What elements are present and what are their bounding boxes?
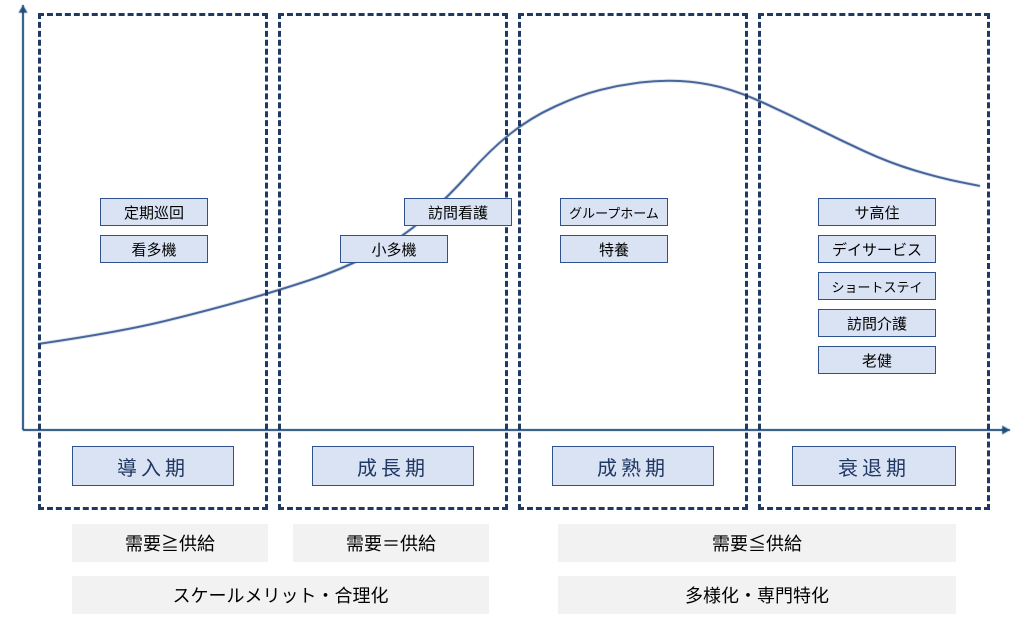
tag-kantaki: 看多機 <box>100 235 208 263</box>
demand-intro: 需要≧供給 <box>72 524 268 562</box>
demand-growth: 需要＝供給 <box>293 524 489 562</box>
phase-label-decline: 衰退期 <box>792 446 956 486</box>
tag-shoutaki: 小多機 <box>340 235 448 263</box>
strategy-diverse: 多様化・専門特化 <box>558 576 956 614</box>
tag-houmon-kaigo: 訪問介護 <box>818 309 936 337</box>
phase-label-mature: 成熟期 <box>552 446 714 486</box>
tag-teiki-junkai: 定期巡回 <box>100 198 208 226</box>
phase-label-intro: 導入期 <box>72 446 234 486</box>
tag-tokuyou: 特養 <box>560 235 668 263</box>
tag-group-home: グループホーム <box>560 198 668 226</box>
tag-rouken: 老健 <box>818 346 936 374</box>
tag-short-stay: ショートステイ <box>818 272 936 300</box>
strategy-scale: スケールメリット・合理化 <box>72 576 489 614</box>
tag-houmon-kango: 訪問看護 <box>404 198 512 226</box>
tag-day-service: デイサービス <box>818 235 936 263</box>
demand-mature-decline: 需要≦供給 <box>558 524 956 562</box>
phase-label-growth: 成長期 <box>312 446 474 486</box>
tag-sakouju: サ高住 <box>818 198 936 226</box>
